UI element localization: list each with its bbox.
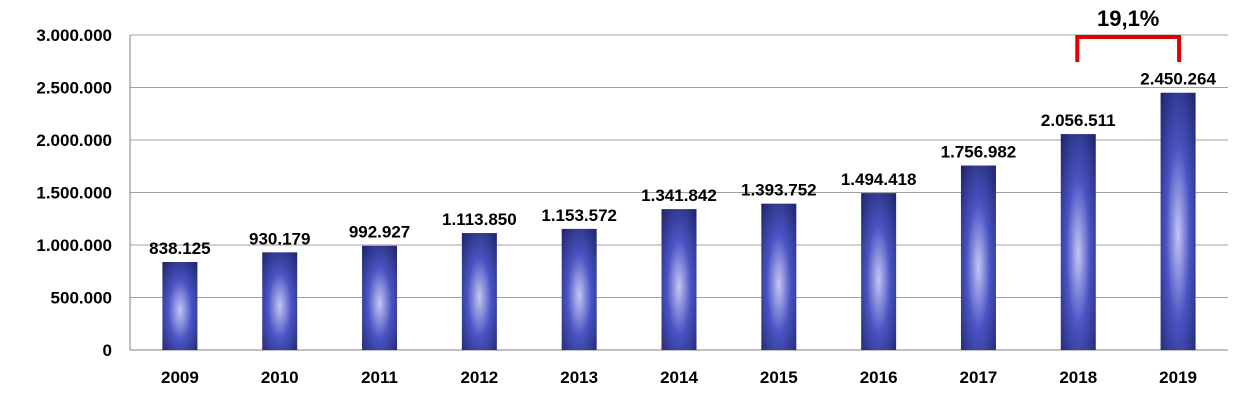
data-label: 1.756.982 [941,143,1017,162]
y-tick-label: 1.000.000 [36,236,112,255]
data-label: 1.341.842 [641,186,717,205]
bar [960,165,996,350]
data-label: 1.494.418 [841,170,917,189]
x-tick-label: 2017 [960,368,998,387]
x-tick-label: 2010 [261,368,299,387]
bar [461,233,497,350]
x-tick-label: 2009 [161,368,199,387]
data-labels: 838.125 930.179 992.927 1.113.850 1.153.572 1… [149,70,1216,258]
x-axis-tick-labels: 2009 2010 2011 2012 2013 2014 2015 2016 2017 2018… [161,368,1197,387]
y-tick-label: 2.500.000 [36,79,112,98]
y-tick-label: 500.000 [51,289,112,308]
data-label: 1.113.850 [442,210,517,229]
bar [1160,92,1196,350]
x-tick-label: 2019 [1159,368,1197,387]
growth-label: 19,1% [1097,6,1159,31]
bar [362,245,398,350]
y-tick-label: 3.000.000 [36,26,112,45]
data-label: 1.153.572 [541,206,617,225]
x-tick-label: 2018 [1059,368,1097,387]
data-label: 992.927 [349,223,410,242]
bar [861,193,897,350]
data-label: 1.393.752 [741,181,817,200]
y-tick-label: 2.000.000 [36,131,112,150]
x-tick-label: 2014 [660,368,698,387]
bar [761,203,797,350]
x-tick-label: 2012 [460,368,498,387]
x-tick-label: 2016 [860,368,898,387]
bar [162,261,198,350]
growth-bracket [1075,35,1182,62]
x-tick-label: 2015 [760,368,798,387]
data-label: 838.125 [149,239,210,258]
bar [262,252,298,350]
y-axis-tick-labels: 0 500.000 1.000.000 1.500.000 2.000.000 2.500… [36,26,112,360]
x-tick-label: 2013 [560,368,598,387]
data-label: 2.450.264 [1140,70,1216,89]
y-tick-label: 0 [103,341,112,360]
bar [661,209,697,350]
bar [561,228,597,350]
bar [1060,134,1096,350]
y-tick-label: 1.500.000 [36,184,112,203]
bars [162,92,1196,350]
data-label: 2.056.511 [1041,111,1116,130]
x-tick-label: 2011 [361,368,398,387]
growth-annotation: 19,1% [1075,6,1182,62]
data-label: 930.179 [249,229,310,248]
